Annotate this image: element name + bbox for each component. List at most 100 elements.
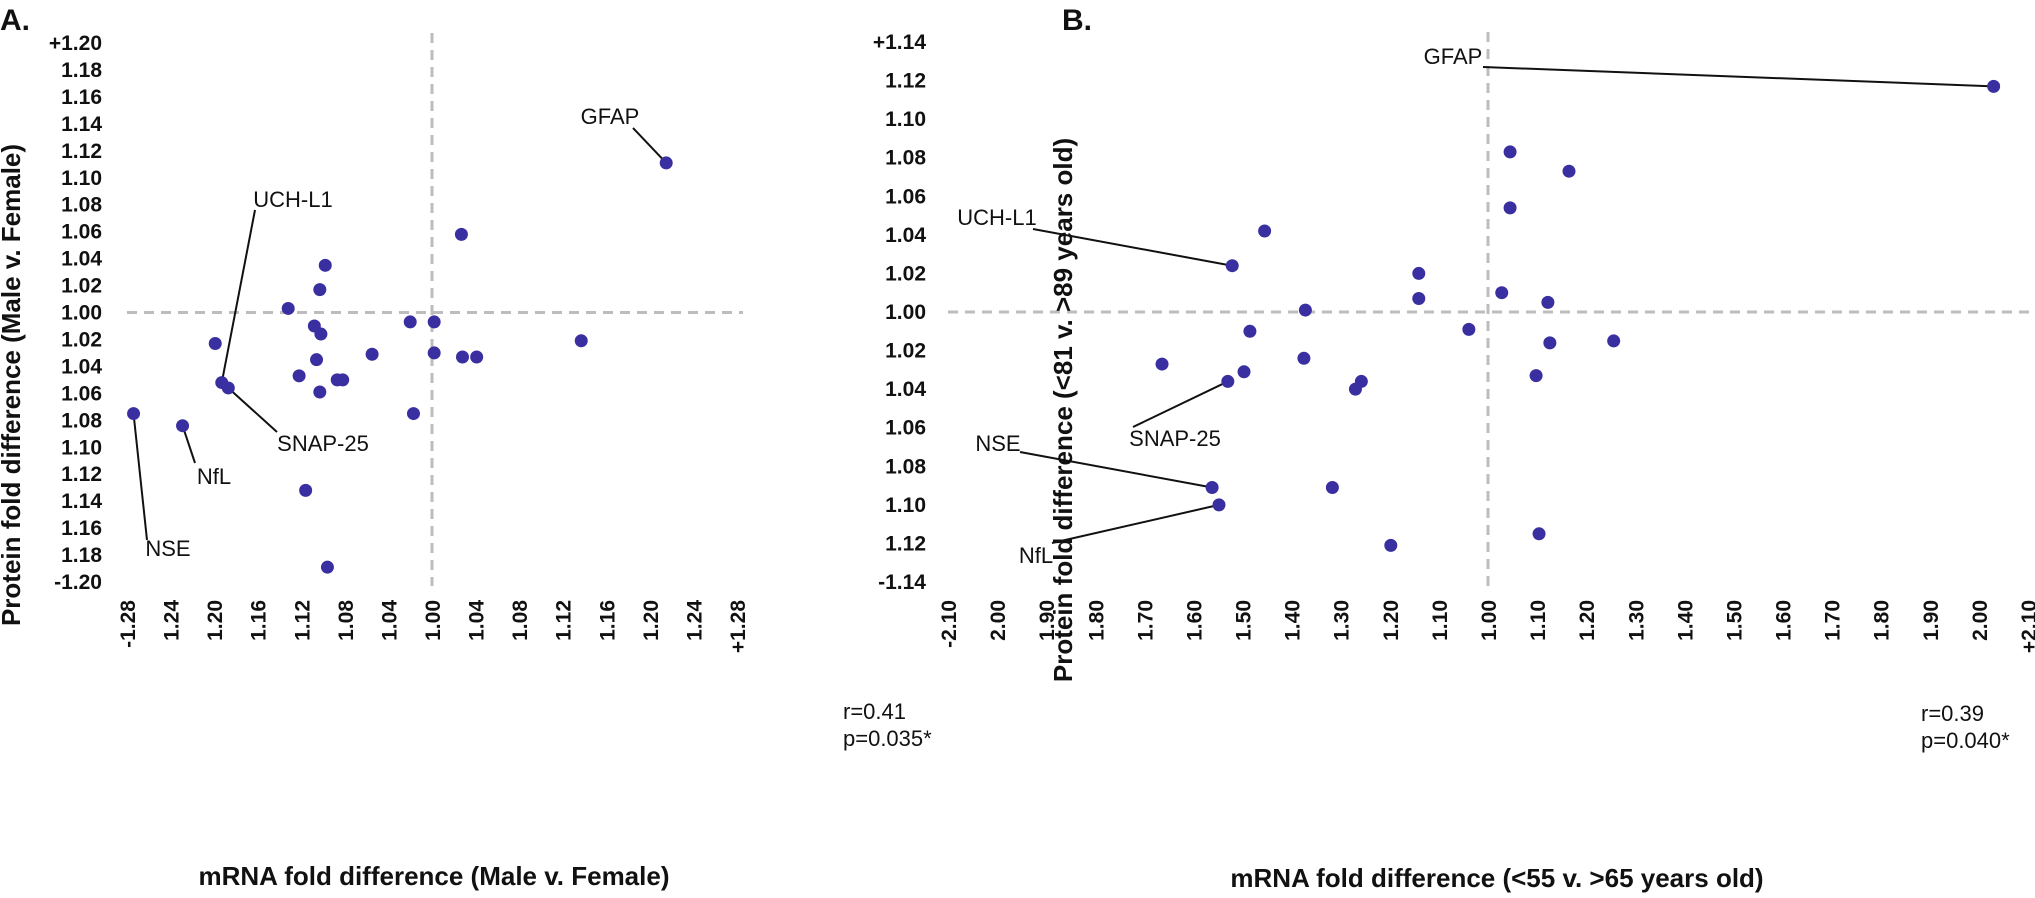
x-tick-label: 1.90 [1920,600,1943,641]
data-point [336,373,350,387]
y-tick-label: 1.08 [885,147,926,170]
x-tick-label: 1.70 [1822,600,1845,641]
y-tick-label: 1.06 [885,185,926,208]
label-leader-line [1032,228,1233,267]
x-tick-label: 1.20 [204,600,227,641]
y-tick-label: -1.14 [878,571,926,594]
y-tick-label: 1.06 [61,221,102,244]
x-tick-label: 1.40 [1674,600,1697,641]
y-tick-label: 1.08 [61,409,102,432]
panel-b: B. +1.14 1.12 1.10 1.08 1.06 1.04 1.02 1.00 1.02… [873,4,2035,893]
x-tick-label: 1.00 [422,600,445,641]
x-tick-label: 1.16 [248,600,271,641]
panel-b-label: B. [1062,4,1092,37]
y-tick-label: 1.10 [61,167,102,190]
data-point [1495,286,1509,300]
y-tick-label: +1.20 [49,32,102,55]
x-tick-label: 2.00 [1969,600,1992,641]
point-label-nfl: NfL [1019,543,1053,568]
data-point [1237,365,1251,379]
x-tick-label: 1.24 [683,600,706,641]
panel-b-y-axis-title: Protein fold difference (<81 v. >89 year… [1048,138,1078,682]
x-tick-label: -1.28 [117,600,140,648]
data-point [314,327,328,341]
y-tick-label: 1.14 [61,490,102,513]
y-tick-label: 1.00 [61,302,102,325]
data-point [1607,334,1621,348]
data-point [292,369,306,383]
data-point [1541,295,1555,309]
x-tick-label: 1.50 [1233,600,1256,641]
x-tick-label: 1.10 [1527,600,1550,641]
data-point [1258,224,1272,238]
data-point [320,560,334,574]
label-leader-line [220,209,256,383]
point-label-uch-l1: UCH-L1 [957,205,1036,230]
data-point [427,346,441,360]
data-point [1987,79,2001,93]
x-tick-label: 1.08 [335,600,358,641]
data-point [1503,201,1517,215]
x-tick-label: 1.20 [1576,600,1599,641]
data-point [403,315,417,329]
label-leader-line [227,387,278,433]
data-point [1325,481,1339,494]
y-tick-label: 1.18 [61,59,102,82]
data-point [1155,357,1169,371]
x-tick-label: 1.20 [640,600,663,641]
data-point [659,156,673,170]
x-tick-label: 1.12 [553,600,576,641]
x-tick-label: 1.24 [161,600,184,641]
data-point [1298,303,1312,317]
point-label-gfap: GFAP [581,104,640,129]
x-tick-label: 1.08 [509,600,532,641]
data-point [1348,382,1362,396]
point-label-gfap: GFAP [1424,44,1483,69]
y-tick-label: 1.04 [885,378,926,401]
y-tick-label: 1.12 [885,532,926,555]
x-tick-label: 1.30 [1625,600,1648,641]
data-point [1225,259,1239,273]
data-point [470,350,484,364]
data-point [1562,164,1576,178]
x-tick-label: 1.80 [1871,600,1894,641]
y-tick-label: 1.08 [885,455,926,478]
y-tick-label: 1.04 [61,355,102,378]
data-point [1205,481,1219,494]
data-point [1297,351,1311,365]
label-leader-line [1132,380,1229,428]
x-tick-label: 1.30 [1331,600,1354,641]
point-label-snap-25: SNAP-25 [277,431,369,456]
panel-b-points: GFAP UCH-L1 SNAP-25 NSE NfL [957,44,2001,568]
data-point [1532,527,1546,541]
data-point [1462,322,1476,336]
x-tick-label: +2.10 [2018,600,2035,653]
label-leader-line [1051,503,1220,544]
data-point [1212,498,1226,512]
data-point [574,334,588,348]
x-tick-label: 1.00 [1478,600,1501,641]
y-tick-label: 1.00 [885,301,926,324]
data-point [1503,145,1517,159]
x-tick-label: -2.10 [938,600,961,648]
y-tick-label: 1.02 [61,275,102,298]
y-tick-label: 1.08 [61,194,102,217]
panel-a: A. +1.20 1.18 1.16 1.14 1.12 1.10 1.08 1.06 1.04… [0,4,932,891]
panel-a-x-axis-title: mRNA fold difference (Male v. Female) [199,861,670,891]
panel-a-points: GFAP UCH-L1 SNAP-25 NSE NfL [127,104,673,574]
y-tick-label: -1.20 [54,571,102,594]
x-tick-label: 1.60 [1183,600,1206,641]
data-point [427,315,441,329]
data-point [1221,374,1235,388]
panel-b-x-axis-title: mRNA fold difference (<55 v. >65 years o… [1230,863,1763,893]
x-tick-label: 2.00 [987,600,1010,641]
panel-a-label: A. [0,4,30,37]
data-point [310,353,324,367]
data-point [318,258,332,272]
data-point [456,350,469,364]
x-tick-label: 1.16 [596,600,619,641]
y-tick-label: 1.14 [61,113,102,136]
data-point [1412,292,1426,305]
panel-b-stat-p: p=0.040* [1921,728,2010,753]
y-tick-label: 1.18 [61,544,102,567]
